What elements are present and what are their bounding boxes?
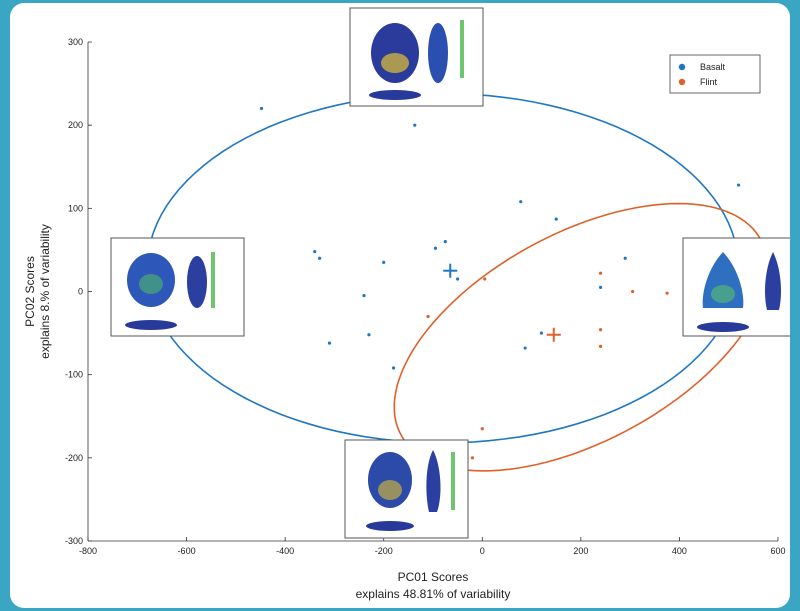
basalt-point	[456, 277, 460, 281]
x-axis-subtitle: explains 48.81% of variability	[356, 587, 511, 601]
legend-marker-basalt	[678, 63, 686, 71]
basalt-point	[367, 333, 371, 337]
basalt-point	[554, 217, 558, 221]
flint-ellipse	[393, 202, 769, 472]
data-points	[259, 106, 741, 460]
basalt-point	[736, 183, 741, 187]
flint-point	[480, 427, 484, 431]
basalt-point	[598, 285, 603, 289]
y-tick-label: -100	[65, 370, 83, 380]
flint-point	[426, 314, 430, 319]
y-tick-label: 0	[78, 287, 83, 297]
basalt-point	[539, 331, 544, 335]
basalt-point	[523, 346, 527, 350]
basalt-point	[327, 341, 332, 345]
x-tick-label: -200	[375, 546, 393, 556]
y-axis-title: PC02 Scores	[23, 256, 37, 327]
flint-mean-marker	[546, 327, 561, 342]
basalt-point	[382, 260, 386, 264]
basalt-point	[443, 240, 447, 244]
flint-point	[631, 289, 635, 294]
basalt-point	[413, 123, 417, 127]
scatter-plot: -800 -600 -400 -200 0 200 400 600 -300 -200 -100 0 1…	[23, 7, 790, 601]
y-tick-label: 100	[68, 203, 83, 213]
legend-label-flint: Flint	[700, 77, 718, 87]
x-tick-label: 0	[480, 546, 485, 556]
legend-box	[669, 54, 761, 94]
y-tick-label: -300	[65, 536, 83, 546]
legend-marker-flint	[678, 78, 686, 86]
y-axis-subtitle: explains 8.% of variability	[38, 224, 52, 359]
axes: -800 -600 -400 -200 0 200 400 600 -300 -200 -100 0 1…	[23, 37, 786, 601]
basalt-mean-marker	[443, 263, 458, 278]
shape-thumbnail-bottom	[344, 439, 469, 539]
x-tick-label: 400	[672, 546, 687, 556]
x-tick-label: -800	[79, 546, 97, 556]
basalt-point	[318, 256, 322, 260]
basalt-point	[313, 249, 317, 254]
chart-frame: -800 -600 -400 -200 0 200 400 600 -300 -200 -100 0 1…	[10, 3, 790, 608]
flint-point	[598, 344, 603, 348]
y-tick-label: -200	[65, 453, 83, 463]
basalt-point	[391, 366, 396, 370]
y-tick-label: 200	[68, 120, 83, 130]
x-tick-label: -400	[276, 546, 294, 556]
flint-point	[598, 271, 603, 275]
x-tick-label: 600	[770, 546, 785, 556]
shape-thumbnail-right	[682, 237, 790, 337]
basalt-point	[259, 106, 264, 111]
x-tick-label: -600	[178, 546, 196, 556]
x-tick-label: 200	[573, 546, 588, 556]
basalt-point	[519, 200, 523, 204]
flint-point	[598, 328, 603, 332]
legend-label-basalt: Basalt	[700, 62, 726, 72]
flint-point	[483, 277, 487, 281]
x-axis-title: PC01 Scores	[398, 570, 469, 584]
legend: Basalt Flint	[669, 54, 761, 94]
flint-point	[665, 291, 669, 295]
basalt-point	[623, 256, 627, 260]
y-tick-label: 300	[68, 37, 83, 47]
flint-point	[470, 456, 475, 460]
basalt-point	[433, 246, 438, 250]
shape-thumbnail-top	[349, 7, 484, 107]
basalt-point	[362, 294, 366, 298]
shape-thumbnail-left	[110, 237, 245, 337]
